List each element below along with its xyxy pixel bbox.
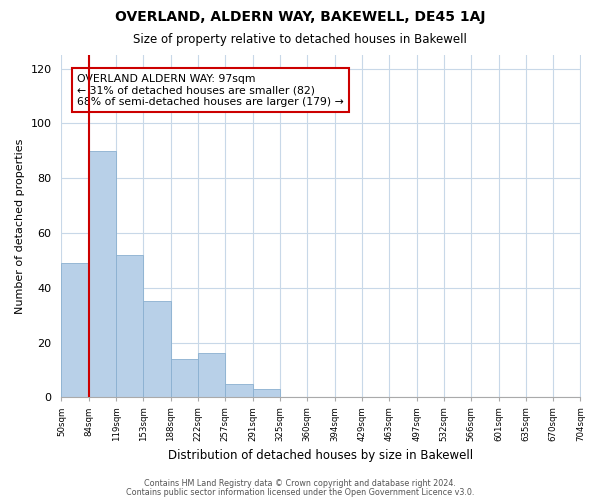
Y-axis label: Number of detached properties: Number of detached properties <box>15 138 25 314</box>
Bar <box>226 384 253 398</box>
Text: OVERLAND, ALDERN WAY, BAKEWELL, DE45 1AJ: OVERLAND, ALDERN WAY, BAKEWELL, DE45 1AJ <box>115 10 485 24</box>
Bar <box>253 389 280 398</box>
X-axis label: Distribution of detached houses by size in Bakewell: Distribution of detached houses by size … <box>169 450 473 462</box>
Bar <box>116 255 143 398</box>
Bar <box>89 151 116 398</box>
Bar <box>198 354 226 398</box>
Bar <box>61 263 89 398</box>
Bar <box>143 302 170 398</box>
Text: Contains public sector information licensed under the Open Government Licence v3: Contains public sector information licen… <box>126 488 474 497</box>
Text: Size of property relative to detached houses in Bakewell: Size of property relative to detached ho… <box>133 32 467 46</box>
Text: Contains HM Land Registry data © Crown copyright and database right 2024.: Contains HM Land Registry data © Crown c… <box>144 478 456 488</box>
Text: OVERLAND ALDERN WAY: 97sqm
← 31% of detached houses are smaller (82)
68% of semi: OVERLAND ALDERN WAY: 97sqm ← 31% of deta… <box>77 74 344 107</box>
Bar <box>170 359 198 398</box>
